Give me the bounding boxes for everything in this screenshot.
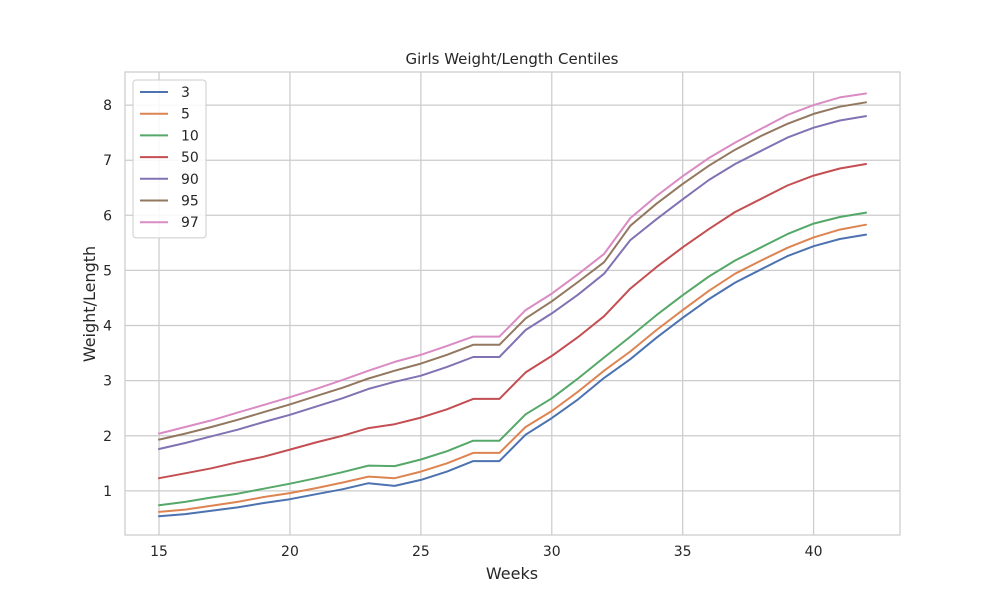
y-tick-label: 5 [103,263,112,279]
series-line-90 [158,115,867,450]
legend-label: 5 [181,107,190,123]
y-tick-label: 6 [103,208,112,224]
y-tick-label: 4 [103,319,112,335]
series-line-95 [158,101,867,441]
x-tick-label: 30 [543,544,561,560]
legend-box [132,79,207,239]
chart-title: Girls Weight/Length Centiles [406,50,619,68]
y-axis-label: Weight/Length [80,246,99,362]
legend-label: 97 [181,215,199,231]
legend: 3 5 10 50 90 95 97 [132,79,207,239]
series-line-3 [158,233,867,518]
grid [125,72,900,535]
series-line-10 [158,211,867,507]
legend-label: 3 [181,85,190,101]
legend-label: 50 [181,150,199,166]
x-tick-label: 20 [281,544,299,560]
y-tick-label: 2 [103,429,112,445]
x-tick-label: 25 [412,544,430,560]
x-tick-label: 40 [805,544,823,560]
y-tick-label: 1 [103,484,112,500]
x-axis-label: Weeks [486,564,538,583]
x-tick-label: 15 [150,544,168,560]
y-tick-label: 3 [103,374,112,390]
y-tick-label: 7 [103,153,112,169]
tick-labels: 15 20 25 30 35 40 1 2 3 4 5 6 7 8 [103,98,822,560]
legend-label: 95 [181,194,199,210]
legend-label: 10 [181,128,199,144]
series-lines [158,92,867,518]
legend-label: 90 [181,172,199,188]
series-line-97 [158,92,867,435]
y-tick-label: 8 [103,98,112,114]
plot-area-frame [124,71,901,536]
series-line-5 [158,223,867,513]
series-line-50 [158,163,867,480]
x-tick-label: 35 [674,544,692,560]
